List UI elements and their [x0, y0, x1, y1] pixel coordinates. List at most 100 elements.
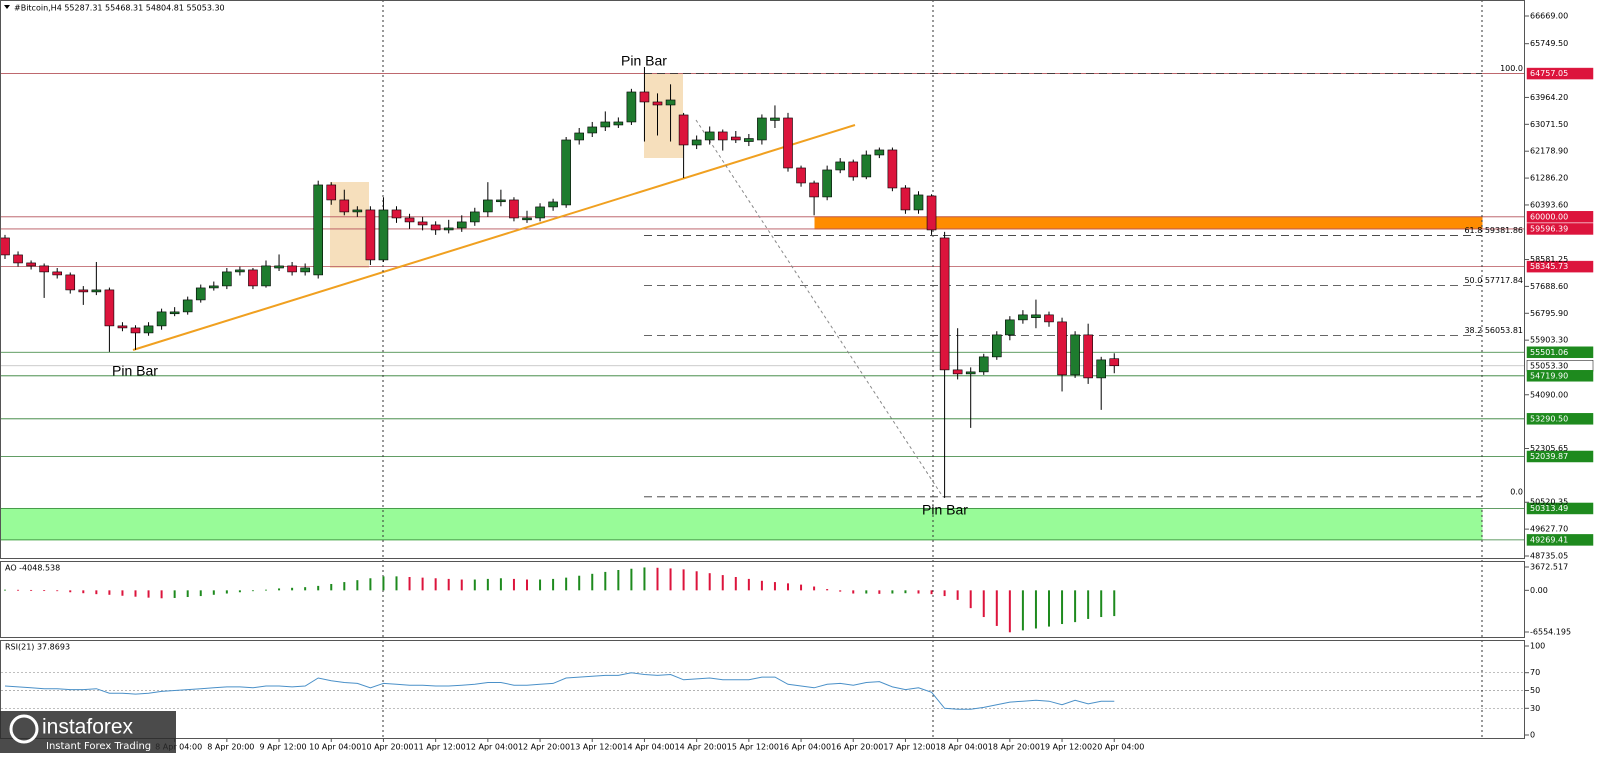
candle-body: [887, 149, 898, 189]
x-tick-label: 16 Apr 20:00: [831, 743, 883, 752]
ao-bar: [787, 583, 789, 591]
x-tick-label: 17 Apr 12:00: [883, 743, 935, 752]
candle-body: [835, 161, 846, 171]
level-label-bg: [1526, 211, 1594, 223]
ao-bar: [251, 590, 254, 592]
candle-body: [561, 139, 571, 206]
candle-body: [978, 356, 989, 373]
y-tick-label: 50520.35: [1530, 498, 1568, 507]
ao-bar: [734, 576, 737, 591]
ao-bar: [369, 578, 372, 591]
ao-bar: [747, 578, 750, 591]
ao-bar: [1100, 590, 1103, 618]
fib-label: 0.0: [1510, 487, 1523, 496]
candle-body: [691, 139, 702, 146]
ao-bar: [800, 584, 803, 591]
candle-body: [1070, 334, 1080, 376]
ao-bar: [291, 587, 294, 591]
y-tick-label: 58581.25: [1530, 255, 1568, 264]
ao-bar: [278, 588, 281, 591]
x-tick-label: 14 Apr 20:00: [675, 743, 727, 752]
x-tick-label: 20 Apr 04:00: [1092, 743, 1144, 752]
y-tick-label: 62178.90: [1530, 147, 1568, 156]
candle-body: [130, 327, 141, 334]
rsi-title: RSI(21) 37.8693: [5, 643, 70, 652]
y-tick-label: 100: [1530, 642, 1545, 651]
candle-body: [143, 325, 154, 334]
candle-body: [783, 117, 793, 169]
x-tick-label: 12 Apr 20:00: [518, 743, 570, 752]
ao-bar: [891, 590, 894, 594]
candle-body: [117, 325, 128, 329]
annotation: Pin Bar: [922, 502, 968, 518]
y-tick-label: 49627.70: [1530, 525, 1568, 534]
ao-bar: [826, 589, 829, 591]
ao-bar: [721, 575, 724, 591]
watermark: instaforex Instant Forex Trading: [0, 711, 176, 753]
chart-title: #Bitcoin,H4 55287.31 55468.31 54804.81 5…: [14, 4, 225, 13]
x-tick-label: 12 Apr 04:00: [466, 743, 518, 752]
ao-bar: [512, 578, 515, 591]
logo-brand: instaforex: [42, 716, 134, 739]
ao-bar: [160, 590, 163, 599]
candle-body: [1057, 321, 1067, 376]
candle-body: [509, 199, 519, 219]
y-tick-label: 55903.30: [1530, 336, 1568, 345]
ao-bar: [604, 571, 607, 591]
ao-frame: [0, 561, 1525, 638]
ao-bar: [917, 590, 920, 594]
candle-body: [939, 237, 950, 371]
y-tick-label: 66669.00: [1530, 12, 1568, 21]
ao-bar: [1048, 590, 1050, 627]
ao-bar: [212, 590, 215, 595]
candle-body: [430, 224, 441, 231]
fib-label: 38.2 56053.81: [1464, 326, 1523, 335]
y-tick-label: 0: [1530, 731, 1535, 740]
logo-tagline: Instant Forex Trading: [46, 741, 151, 752]
y-tick-label: 60393.60: [1530, 200, 1568, 209]
y-tick-label: -6554.195: [1530, 628, 1571, 637]
ao-bar: [617, 570, 620, 591]
x-tick-label: 10 Apr 20:00: [361, 743, 413, 752]
ao-bar: [539, 579, 542, 591]
pin-bar-box: [330, 182, 369, 268]
logo-icon: [9, 714, 39, 744]
ao-bar: [878, 590, 881, 594]
candle-body: [704, 131, 715, 141]
candle-body: [13, 254, 23, 264]
zone: [0, 507, 1483, 541]
x-tick-label: 13 Apr 12:00: [570, 743, 622, 752]
ao-bar: [669, 568, 672, 591]
level-label-bg: [1526, 346, 1594, 359]
level-label-bg: [1526, 370, 1594, 382]
ao-bar: [460, 579, 463, 591]
y-tick-label: 30: [1530, 704, 1540, 713]
ao-bar: [17, 589, 20, 591]
candle-body: [548, 201, 558, 208]
level-label: 52039.87: [1530, 452, 1568, 461]
candle-body: [469, 211, 480, 223]
candle-body: [757, 117, 767, 141]
ao-bar: [565, 577, 568, 591]
candle-body: [261, 265, 271, 287]
candle-body: [1031, 314, 1041, 318]
ao-bar: [813, 586, 816, 591]
level-label: 54719.90: [1530, 371, 1568, 380]
trend-line: [132, 124, 856, 351]
ao-bar: [708, 573, 711, 591]
ao-bar: [30, 589, 33, 591]
x-tick-label: 8 Apr 20:00: [207, 743, 254, 752]
level-label: 64757.05: [1530, 69, 1568, 78]
candle-body: [952, 369, 963, 375]
candle-body: [900, 187, 911, 211]
ao-bar: [421, 577, 424, 591]
candle-body: [1005, 319, 1015, 336]
candle-body: [65, 274, 76, 291]
candle-body: [496, 199, 506, 203]
annotation: Pin Bar: [112, 363, 158, 379]
candle-body: [926, 195, 937, 231]
ao-bar: [173, 590, 176, 598]
ao-bar: [434, 578, 437, 591]
background-layer: [0, 216, 1483, 541]
